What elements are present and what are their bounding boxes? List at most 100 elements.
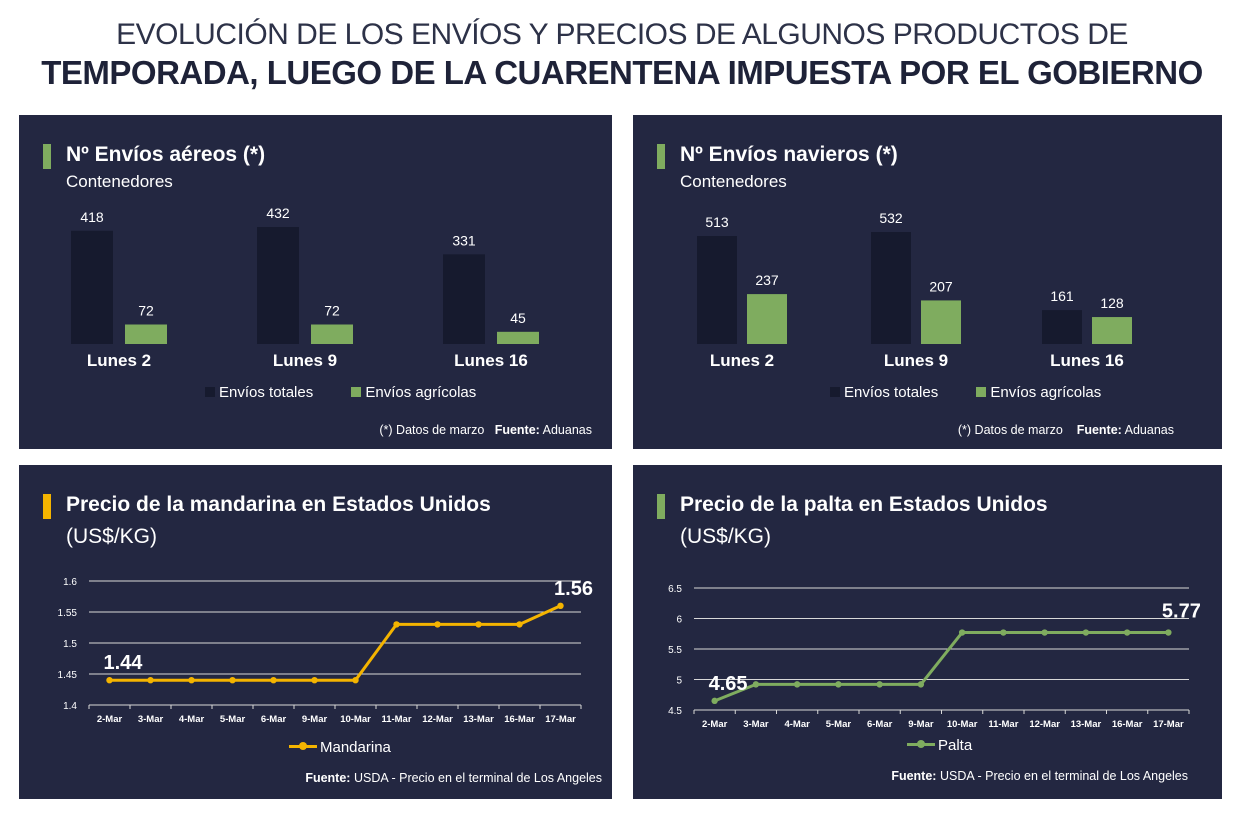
x-tick-label: 10-Mar [340, 714, 371, 725]
bar [71, 230, 113, 344]
x-tick-label: 16-Mar [504, 714, 535, 725]
source-note: Fuente: USDA - Precio en el terminal de … [305, 771, 602, 785]
x-tick-label: 4-Mar [784, 719, 810, 730]
category-label: Lunes 9 [884, 351, 948, 370]
x-tick-label: 5-Mar [220, 714, 246, 725]
legend-label: Envíos totales [844, 384, 939, 401]
x-tick-label: 6-Mar [261, 714, 287, 725]
data-point [188, 677, 195, 684]
x-tick-label: 12-Mar [422, 714, 453, 725]
data-point [147, 677, 154, 684]
data-point [557, 602, 564, 609]
series-line [109, 604, 562, 682]
x-tick-label: 16-Mar [1112, 719, 1143, 730]
data-label: 432 [266, 205, 290, 221]
bar [125, 324, 167, 344]
data-point [1165, 629, 1172, 636]
chart-legend: Envíos totales Envíos agrícolas [830, 384, 1135, 401]
x-tick-label: 3-Mar [138, 714, 164, 725]
bar [257, 227, 299, 344]
y-tick-label: 1.6 [63, 577, 77, 588]
data-point [229, 677, 236, 684]
mandarina-price-panel: Precio de la mandarina en Estados Unidos… [19, 465, 612, 799]
source-value: Aduanas [542, 423, 592, 437]
x-tick-label: 2-Mar [702, 719, 728, 730]
legend-label: Envíos agrícolas [990, 384, 1102, 401]
x-tick-label: 12-Mar [1029, 719, 1060, 730]
title-accent-bar [43, 144, 51, 169]
sea-bar-chart: 513 237 Lunes 2 532 207 Lunes 9 161 128 Lunes 16 [697, 210, 1132, 370]
x-tick-label: 3-Mar [743, 719, 769, 730]
data-label: 532 [879, 210, 903, 226]
data-point [958, 629, 966, 636]
data-label: 72 [324, 303, 340, 319]
category-label: Lunes 16 [1050, 351, 1124, 370]
legend-item-total: Envíos totales [205, 384, 313, 401]
category-label: Lunes 2 [710, 351, 774, 370]
y-tick-label: 5 [676, 676, 682, 687]
data-point [1041, 629, 1048, 636]
data-point [876, 681, 883, 688]
legend-label: Mandarina [320, 739, 391, 756]
header-line-1: EVOLUCIÓN DE LOS ENVÍOS Y PRECIOS DE ALG… [116, 18, 1128, 51]
source-label: Fuente: [305, 771, 351, 785]
bar [1042, 310, 1082, 344]
chart-legend: Palta [907, 737, 972, 754]
annotation-start: 1.44 [104, 652, 144, 674]
x-tick-label: 4-Mar [179, 714, 205, 725]
panel-subtitle: Contenedores [66, 172, 173, 191]
y-tick-label: 1.55 [58, 608, 78, 619]
title-accent-bar [657, 144, 665, 169]
legend-item-agri: Envíos agrícolas [976, 384, 1101, 401]
air-shipments-panel: Nº Envíos aéreos (*) Contenedores 418 72 L… [19, 115, 612, 449]
bar [443, 254, 485, 344]
data-label: 237 [755, 272, 779, 288]
data-point [434, 621, 441, 628]
y-tick-label: 1.4 [63, 701, 77, 712]
y-tick-label: 4.5 [668, 706, 682, 717]
bar [921, 300, 961, 344]
data-label: 331 [452, 232, 476, 248]
x-tick-label: 13-Mar [463, 714, 494, 725]
x-tick-label: 6-Mar [867, 719, 893, 730]
y-tick-label: 6.5 [668, 584, 682, 595]
legend-label: Envíos agrícolas [365, 384, 477, 401]
panel-title: Precio de la mandarina en Estados Unidos [66, 493, 491, 516]
source-value: Aduanas [1124, 423, 1174, 437]
category-label: Lunes 9 [273, 351, 337, 370]
x-tick-label: 17-Mar [1153, 719, 1184, 730]
panel-subtitle: (US$/KG) [680, 525, 772, 548]
data-point [835, 681, 842, 688]
palta-price-panel: Precio de la palta en Estados Unidos (US… [633, 465, 1222, 799]
x-tick-label: 17-Mar [545, 714, 576, 725]
data-point [1000, 629, 1007, 636]
chart-legend: Envíos totales Envíos agrícolas [205, 384, 510, 401]
source-value: USDA - Precio en el terminal de Los Ange… [939, 769, 1188, 783]
palta-line-chart: 4.5 5 5.5 6 6.5 2-Mar 3-Mar 4-Mar 5-Mar 6-Mar 9-Ma… [668, 584, 1201, 730]
x-tick-label: 10-Mar [947, 719, 978, 730]
title-accent-bar [43, 494, 51, 519]
x-tick-label: 11-Mar [988, 719, 1018, 730]
bar [311, 324, 353, 344]
y-tick-label: 6 [676, 615, 682, 626]
bar [871, 232, 911, 344]
legend-label: Palta [938, 737, 973, 754]
legend-item-total: Envíos totales [830, 384, 938, 401]
source-value: USDA - Precio en el terminal de Los Ange… [353, 771, 602, 785]
annotation-start: 4.65 [709, 673, 748, 695]
x-tick-label: 5-Mar [826, 719, 852, 730]
data-point [752, 681, 760, 688]
x-tick-label: 11-Mar [381, 714, 411, 725]
chart-legend: Mandarina [289, 739, 391, 756]
x-tick-label: 9-Mar [302, 714, 328, 725]
series-line [714, 631, 1169, 703]
air-bar-chart: 418 72 Lunes 2 432 72 Lunes 9 331 45 Lunes 16 [71, 205, 539, 370]
bar [497, 331, 539, 344]
data-point [1123, 629, 1131, 636]
annotation-end: 1.56 [554, 578, 593, 600]
annotation-end: 5.77 [1162, 601, 1201, 623]
source-note: (*) Datos de marzo Fuente: Aduanas [958, 423, 1174, 437]
data-label: 513 [705, 214, 729, 230]
x-tick-label: 2-Mar [97, 714, 123, 725]
legend-line-swatch [289, 741, 317, 750]
